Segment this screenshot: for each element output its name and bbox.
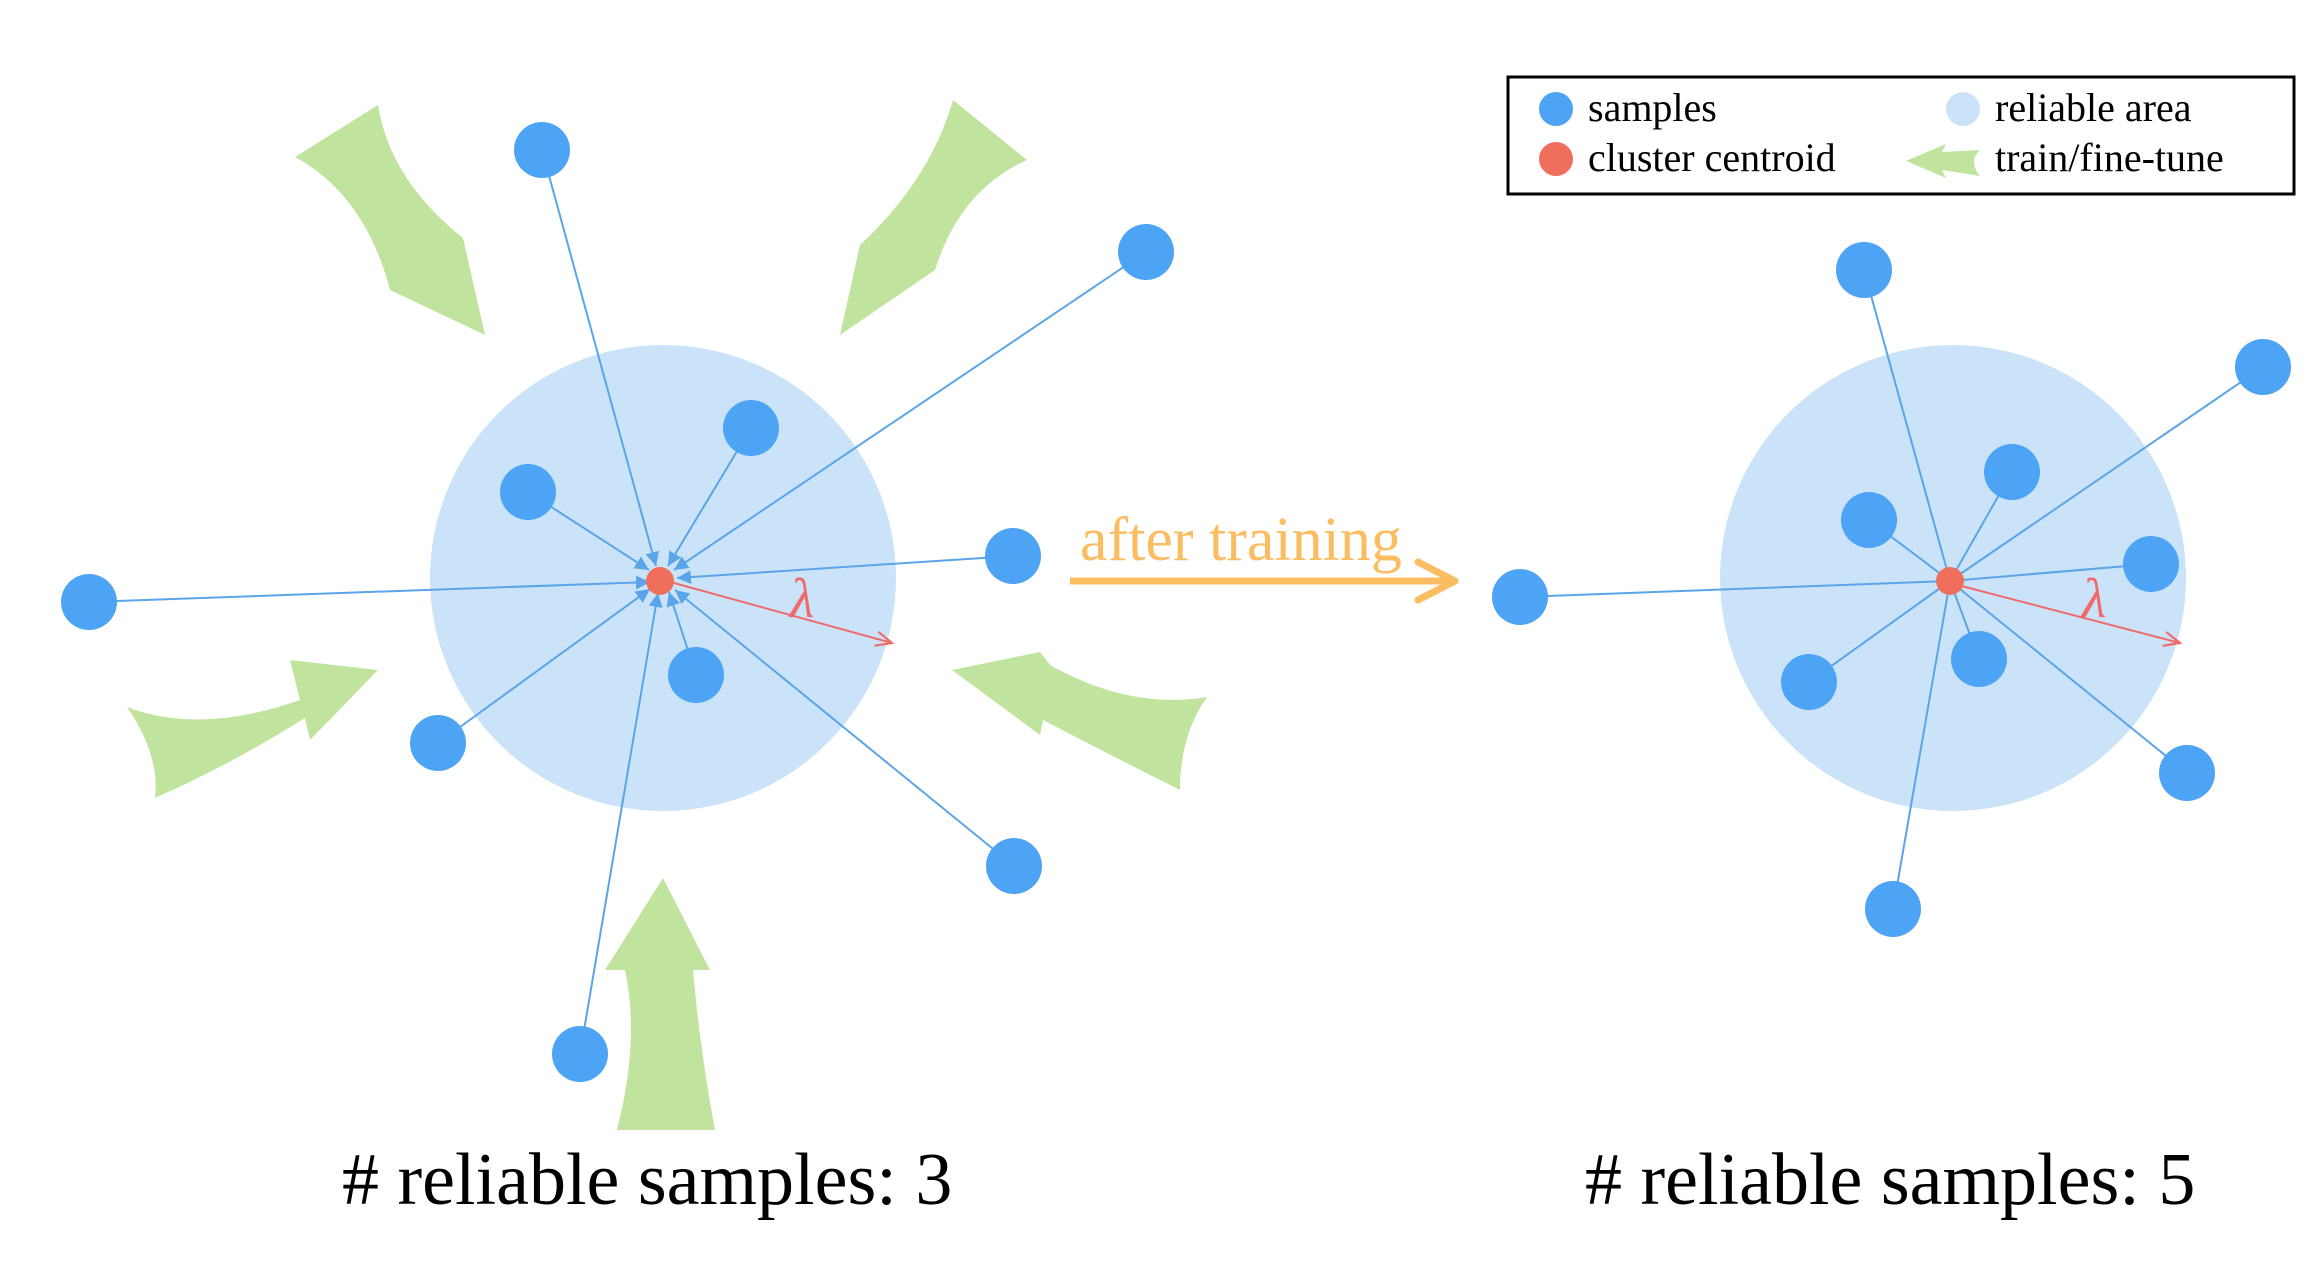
sample-dot-icon [514,122,570,178]
sample-dot-icon [1118,224,1174,280]
right-radius-arrow [1949,582,2180,643]
right-centroid-dot-icon [1936,567,1964,595]
sample-dot-icon [552,1026,608,1082]
sample-dot-icon [1951,631,2007,687]
legend-centroid-label: cluster centroid [1588,135,1836,180]
connector-line [1808,580,1951,683]
sample-dot-icon [1984,444,2040,500]
train-arrow-left-icon [127,660,378,798]
connector-line [437,588,651,744]
train-arrow-top-right-icon [840,100,1027,335]
sample-dot-icon [1836,242,1892,298]
legend-samples-label: samples [1588,85,1717,130]
train-arrow-right-icon [952,652,1207,790]
legend-reliable-area-label: reliable area [1995,85,2192,130]
left-centroid-dot-icon [646,567,674,595]
left-train-arrows [127,100,1207,1130]
sample-dot-icon [1841,492,1897,548]
after-training-label: after training [1080,506,1402,574]
connector-line [1863,269,1951,582]
legend-train-label: train/fine-tune [1995,135,2224,180]
legend-box [1506,75,2296,196]
connector-line [1949,366,2264,582]
train-arrow-top-left-icon [295,105,485,335]
right-lambda-label: λ [2080,568,2106,630]
reliable-area-legend-icon [1946,92,1980,126]
sample-dot-icon [2159,745,2215,801]
connector-line [1949,563,2152,582]
connector-line [676,555,1014,585]
connector-line [88,575,651,603]
sample-dot-icon [1865,881,1921,937]
left-lambda-label: λ [788,568,814,630]
connector-line [541,149,660,567]
legend: samples cluster centroid reliable area t… [1506,75,2296,196]
left-caption: # reliable samples: 3 [342,1139,952,1221]
right-cluster: λ # reliable samples: 5 [1492,242,2291,1221]
connector-line [1892,580,1951,910]
sample-dot-icon [986,838,1042,894]
sample-dot-icon [723,400,779,456]
sample-dot-icon [61,574,117,630]
sample-dot-icon [2123,536,2179,592]
sample-dot-icon [500,464,556,520]
centroid-legend-icon [1539,142,1573,176]
connector-line [674,589,1015,867]
connector-line [1949,580,2188,774]
right-samples [1492,242,2291,937]
sample-dot-icon [410,715,466,771]
sample-dot-icon [1492,569,1548,625]
left-cluster: λ # reliable samples: 3 [61,100,1207,1221]
transition: after training [1070,506,1459,604]
sample-dot-icon [2235,339,2291,395]
train-legend-icon [1906,144,1980,178]
train-arrow-bottom-icon [605,878,715,1130]
after-training-arrowhead-icon [1414,558,1459,604]
left-radius-arrow [662,579,892,643]
samples-legend-icon [1539,92,1573,126]
sample-dot-icon [985,528,1041,584]
sample-dot-icon [1781,654,1837,710]
connector-line [579,592,663,1055]
connector-line [1519,580,1951,598]
left-samples [61,122,1174,1082]
right-caption: # reliable samples: 5 [1585,1139,2195,1221]
connector-line [673,251,1147,571]
sample-dot-icon [668,647,724,703]
